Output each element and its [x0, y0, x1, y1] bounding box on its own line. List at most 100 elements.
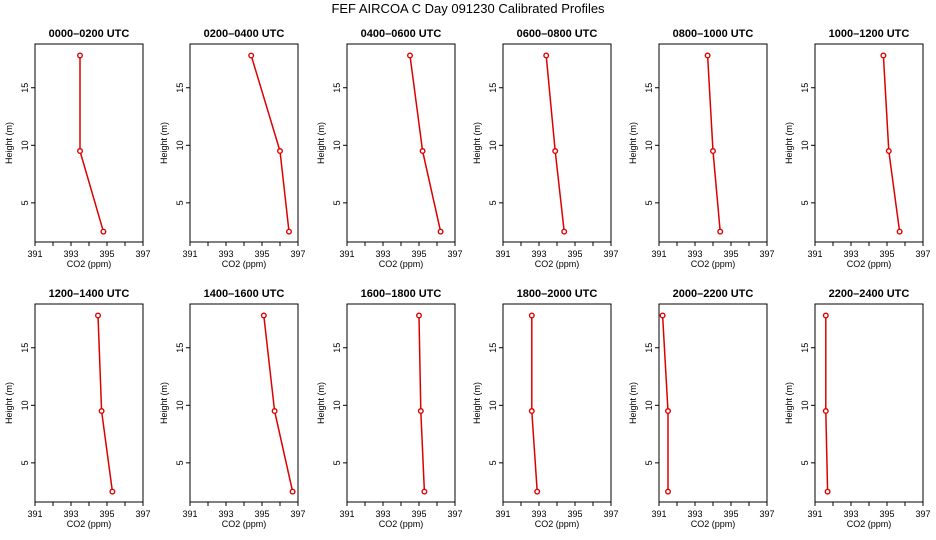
panel-frame	[658, 303, 768, 503]
y-tick-label: 15	[644, 83, 654, 93]
x-axis-label: CO2 (ppm)	[691, 519, 736, 529]
panel-title: 0600–0800 UTC	[517, 28, 598, 40]
y-tick-label: 5	[175, 200, 185, 205]
y-tick-label: 5	[20, 460, 30, 465]
y-axis-label: Height (m)	[628, 122, 638, 164]
profile-point	[271, 408, 278, 415]
y-tick-label: 10	[332, 400, 342, 410]
x-tick-label: 391	[651, 509, 666, 519]
x-tick-label: 395	[567, 249, 582, 259]
x-tick-label: 391	[495, 249, 510, 259]
panel-title: 0400–0600 UTC	[361, 28, 442, 40]
profile-point	[665, 488, 672, 495]
panel-frame	[34, 43, 144, 243]
y-tick-label: 15	[175, 83, 185, 93]
y-tick-label: 5	[20, 200, 30, 205]
profile-point	[822, 408, 829, 415]
x-tick-label: 395	[254, 509, 269, 519]
panel-frame	[34, 303, 144, 503]
y-tick-label: 15	[175, 343, 185, 353]
x-tick-label: 393	[218, 509, 233, 519]
profile-point	[824, 488, 831, 495]
profile-line	[706, 55, 721, 232]
x-tick-label: 391	[182, 249, 197, 259]
y-tick-label: 15	[800, 83, 810, 93]
x-tick-label: 397	[135, 249, 150, 259]
profile-point	[286, 228, 293, 235]
profile-point	[710, 148, 717, 155]
y-tick-label: 10	[175, 140, 185, 150]
y-tick-label: 15	[488, 343, 498, 353]
y-axis-label: Height (m)	[316, 122, 326, 164]
profile-line	[409, 55, 442, 232]
y-tick-label: 10	[488, 140, 498, 150]
y-tick-label: 10	[800, 400, 810, 410]
y-tick-label: 5	[800, 200, 810, 205]
y-tick-label: 10	[20, 400, 30, 410]
y-tick-label: 5	[800, 460, 810, 465]
profile-point	[659, 312, 666, 319]
y-tick-label: 15	[644, 343, 654, 353]
panel-frame	[502, 43, 612, 243]
y-axis-label: Height (m)	[472, 382, 482, 424]
profile-point	[260, 312, 267, 319]
y-axis-label: Height (m)	[472, 122, 482, 164]
profile-point	[822, 312, 829, 319]
profile-point	[885, 148, 892, 155]
x-axis-label: CO2 (ppm)	[691, 259, 736, 269]
y-tick-label: 5	[332, 200, 342, 205]
y-axis-label: Height (m)	[159, 382, 169, 424]
x-axis-label: CO2 (ppm)	[535, 259, 580, 269]
y-tick-label: 5	[644, 460, 654, 465]
x-axis-label: CO2 (ppm)	[222, 519, 267, 529]
panel-frame	[502, 303, 612, 503]
y-tick-label: 5	[175, 460, 185, 465]
y-axis-label: Height (m)	[159, 122, 169, 164]
panel-title: 1400–1600 UTC	[204, 288, 285, 300]
x-tick-label: 397	[135, 509, 150, 519]
x-tick-label: 393	[843, 509, 858, 519]
x-tick-label: 391	[27, 249, 42, 259]
profile-point	[407, 52, 414, 59]
x-tick-label: 393	[687, 249, 702, 259]
panel-frame	[346, 43, 456, 243]
x-tick-label: 397	[447, 249, 462, 259]
x-tick-label: 395	[411, 509, 426, 519]
profile-point	[437, 228, 444, 235]
profile-point	[100, 228, 107, 235]
profile-line	[545, 55, 565, 232]
y-tick-label: 5	[488, 200, 498, 205]
y-tick-label: 15	[20, 83, 30, 93]
x-tick-label: 395	[99, 509, 114, 519]
profile-point	[880, 52, 887, 59]
y-tick-label: 10	[488, 400, 498, 410]
y-axis-label: Height (m)	[4, 122, 14, 164]
y-tick-label: 5	[644, 200, 654, 205]
x-tick-label: 393	[843, 249, 858, 259]
x-tick-label: 395	[723, 249, 738, 259]
profile-point	[94, 312, 101, 319]
profile-point	[528, 312, 535, 319]
profile-point	[76, 52, 83, 59]
x-tick-label: 397	[759, 509, 774, 519]
x-tick-label: 393	[687, 509, 702, 519]
x-tick-label: 397	[915, 509, 930, 519]
x-axis-label: CO2 (ppm)	[847, 259, 892, 269]
y-tick-label: 15	[800, 343, 810, 353]
profile-point	[419, 148, 426, 155]
profile-point	[717, 228, 724, 235]
profile-point	[109, 488, 116, 495]
y-tick-label: 10	[175, 400, 185, 410]
y-axis-label: Height (m)	[784, 122, 794, 164]
x-axis-label: CO2 (ppm)	[535, 519, 580, 529]
panel-frame	[346, 303, 456, 503]
profile-line	[97, 315, 114, 492]
x-tick-label: 391	[495, 509, 510, 519]
profile-line	[531, 315, 538, 492]
y-tick-label: 10	[800, 140, 810, 150]
profile-line	[263, 315, 294, 492]
x-tick-label: 391	[651, 249, 666, 259]
panel-frame	[814, 43, 924, 243]
x-axis-label: CO2 (ppm)	[379, 519, 424, 529]
